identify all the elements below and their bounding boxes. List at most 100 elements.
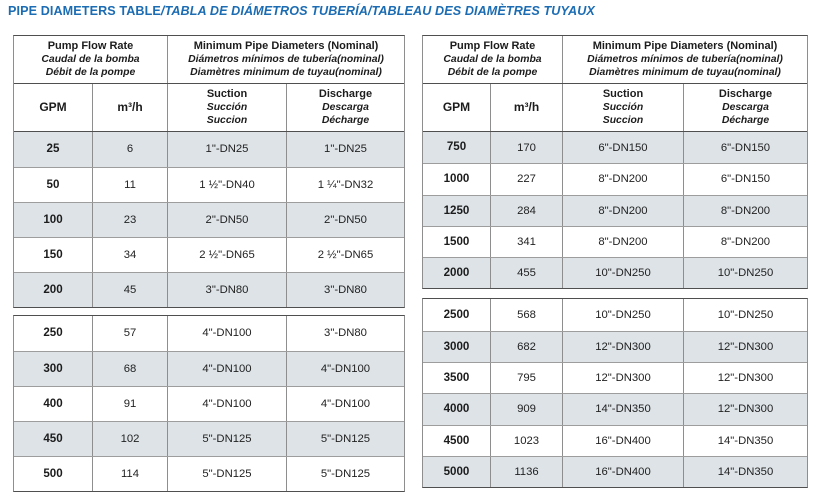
- table-row: 150 34 2 ½"-DN65 2 ½"-DN65: [14, 237, 404, 272]
- column-header-m3h: m³/h: [490, 84, 562, 131]
- cell-discharge: 5"-DN125: [286, 457, 404, 491]
- header-row-columns: GPM m³/h Suction Succión Succion Dischar…: [14, 84, 404, 132]
- table-row: 3000 682 12"-DN300 12"-DN300: [423, 330, 807, 363]
- page-title: PIPE DIAMETERS TABLE/TABLA DE DIÁMETROS …: [8, 4, 595, 18]
- header-row-groups: Pump Flow Rate Caudal de la bomba Débit …: [423, 36, 807, 84]
- table-row: 250 57 4"-DN100 3"-DN80: [14, 316, 404, 351]
- cell-m3h: 795: [490, 363, 562, 394]
- cell-gpm: 300: [43, 361, 63, 375]
- table-row: 25 6 1"-DN25 1"-DN25: [14, 132, 404, 167]
- cell-suction: 4"-DN100: [167, 316, 286, 351]
- cell-gpm: 200: [43, 282, 63, 296]
- table-rows-block: 2500 568 10"-DN250 10"-DN250 3000 682 12"-DN30…: [423, 299, 807, 488]
- cell-gpm: 150: [43, 247, 63, 261]
- cell-suction: 5"-DN125: [167, 457, 286, 491]
- header-line: Succión: [206, 102, 248, 114]
- table-row: 300 68 4"-DN100 4"-DN100: [14, 351, 404, 386]
- cell-m3h: 23: [92, 203, 167, 237]
- cell-m3h: 57: [92, 316, 167, 351]
- cell-gpm: 400: [43, 396, 63, 410]
- header-line: Diamètres minimum de tuyau(nominal): [589, 67, 781, 79]
- cell-discharge: 6"-DN150: [683, 164, 807, 195]
- cell-suction: 5"-DN125: [167, 422, 286, 456]
- table-row: 100 23 2"-DN50 2"-DN50: [14, 202, 404, 237]
- cell-suction: 8"-DN200: [562, 195, 683, 226]
- cell-suction: 12"-DN300: [562, 331, 683, 363]
- cell-suction: 16"-DN400: [562, 425, 683, 456]
- column-header-suction: Suction Succión Succion: [167, 84, 286, 131]
- cell-suction: 2"-DN50: [167, 203, 286, 237]
- cell-gpm: 1500: [443, 234, 470, 248]
- table-row: 400 91 4"-DN100 4"-DN100: [14, 386, 404, 421]
- header-line: Pump Flow Rate: [449, 39, 536, 52]
- cell-suction: 10"-DN250: [562, 258, 683, 289]
- cell-discharge: 2 ½"-DN65: [286, 238, 404, 272]
- header-line: Diámetros mínimos de tubería(nominal): [587, 54, 783, 66]
- cell-suction: 4"-DN100: [167, 352, 286, 386]
- header-line: Pump Flow Rate: [47, 39, 134, 52]
- table-upper-section: Pump Flow Rate Caudal de la bomba Débit …: [422, 35, 808, 290]
- table-lower-section: 250 57 4"-DN100 3"-DN80 300 68 4"-DN100 4"-DN10…: [13, 315, 405, 492]
- page-title-en: PIPE DIAMETERS TABLE: [8, 4, 161, 18]
- column-header-suction: Suction Succión Succion: [562, 84, 683, 131]
- cell-m3h: 34: [92, 238, 167, 272]
- cell-discharge: 1 ¼"-DN32: [286, 168, 404, 202]
- cell-m3h: 6: [92, 132, 167, 167]
- table-row: 4000 909 14"-DN350 12"-DN300: [423, 393, 807, 425]
- table-row: 750 170 6"-DN150 6"-DN150: [423, 132, 807, 164]
- cell-m3h: 1023: [490, 425, 562, 456]
- cell-suction: 3"-DN80: [167, 273, 286, 307]
- cell-m3h: 1136: [490, 456, 562, 488]
- cell-gpm: 4000: [443, 402, 470, 416]
- cell-discharge: 4"-DN100: [286, 387, 404, 421]
- cell-gpm: 100: [43, 212, 63, 226]
- cell-gpm: 3500: [443, 370, 470, 384]
- header-line: Discharge: [318, 87, 373, 100]
- table-block-gap: [422, 289, 808, 299]
- cell-discharge: 2"-DN50: [286, 203, 404, 237]
- cell-discharge: 6"-DN150: [683, 132, 807, 164]
- table-row: 2000 455 10"-DN250 10"-DN250: [423, 257, 807, 289]
- cell-discharge: 10"-DN250: [683, 299, 807, 331]
- header-line: Succion: [602, 115, 644, 127]
- cell-suction: 4"-DN100: [167, 387, 286, 421]
- cell-discharge: 14"-DN350: [683, 456, 807, 488]
- cell-suction: 2 ½"-DN65: [167, 238, 286, 272]
- table-row: 1000 227 8"-DN200 6"-DN150: [423, 163, 807, 195]
- cell-m3h: 102: [92, 422, 167, 456]
- header-line: Discharge: [718, 87, 773, 100]
- cell-discharge: 12"-DN300: [683, 331, 807, 363]
- table-row: 200 45 3"-DN80 3"-DN80: [14, 272, 404, 307]
- cell-gpm: 3000: [443, 339, 470, 353]
- cell-gpm: 500: [43, 466, 63, 480]
- cell-m3h: 341: [490, 226, 562, 258]
- table-row: 3500 795 12"-DN300 12"-DN300: [423, 362, 807, 394]
- cell-suction: 6"-DN150: [562, 132, 683, 164]
- column-header-gpm: GPM: [39, 100, 67, 114]
- column-header-gpm: GPM: [442, 100, 471, 114]
- cell-m3h: 909: [490, 394, 562, 425]
- header-line: Minimum Pipe Diameters (Nominal): [193, 39, 379, 52]
- table-rows-block: 750 170 6"-DN150 6"-DN150 1000 227 8"-DN200 6"-…: [423, 132, 807, 289]
- cell-suction: 12"-DN300: [562, 363, 683, 394]
- header-pump-flow-rate: Pump Flow Rate Caudal de la bomba Débit …: [423, 36, 562, 83]
- header-line: Débit de la pompe: [45, 67, 136, 79]
- cell-m3h: 284: [490, 195, 562, 226]
- header-line: Débit de la pompe: [447, 67, 538, 79]
- cell-discharge: 12"-DN300: [683, 363, 807, 394]
- table-row: 5000 1136 16"-DN400 14"-DN350: [423, 455, 807, 488]
- table-row: 4500 1023 16"-DN400 14"-DN350: [423, 424, 807, 456]
- cell-discharge: 10"-DN250: [683, 258, 807, 289]
- column-header-m3h: m³/h: [92, 84, 167, 131]
- cell-m3h: 114: [92, 457, 167, 491]
- header-line: Décharge: [721, 115, 770, 127]
- cell-suction: 1 ½"-DN40: [167, 168, 286, 202]
- header-line: Minimum Pipe Diameters (Nominal): [592, 39, 778, 52]
- cell-discharge: 4"-DN100: [286, 352, 404, 386]
- cell-discharge: 5"-DN125: [286, 422, 404, 456]
- cell-discharge: 1"-DN25: [286, 132, 404, 167]
- cell-gpm: 450: [43, 431, 63, 445]
- cell-gpm: 5000: [443, 464, 470, 478]
- table-rows-block: 25 6 1"-DN25 1"-DN25 50 11 1 ½"-DN40 1 ¼"-DN32 1…: [14, 132, 404, 307]
